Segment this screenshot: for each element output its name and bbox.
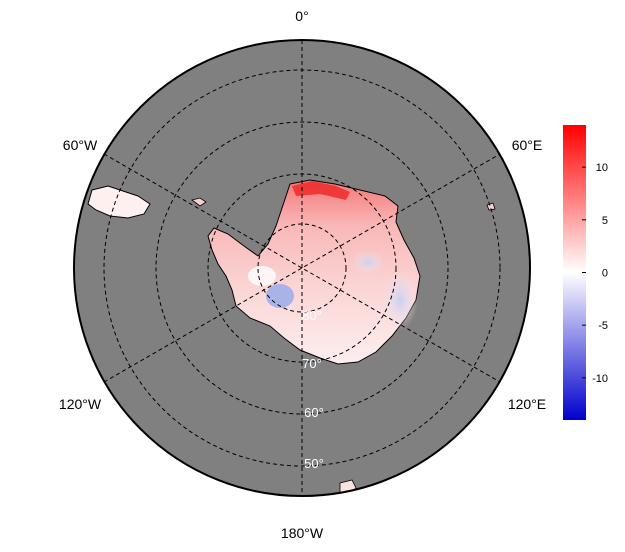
colorbar-ticks: 10 5 0 -5 -10: [582, 162, 608, 385]
colorbar: 10 5 0 -5 -10: [563, 125, 608, 420]
lon-label-120w: 120°W: [59, 396, 102, 412]
cool-anomaly-ross: [266, 284, 294, 308]
lon-label-60w: 60°W: [63, 137, 98, 153]
island-south-georgia: [191, 197, 207, 207]
lon-label-120e: 120°E: [508, 396, 546, 412]
colorbar-tick-label: 10: [596, 162, 608, 174]
warm-coastal-band: [292, 181, 350, 200]
island-kerguelen: [486, 202, 496, 211]
lat-label-80: 80°: [302, 308, 322, 323]
lon-label-60e: 60°E: [512, 137, 543, 153]
lon-label-0: 0°: [295, 8, 308, 24]
colorbar-tick-label: 0: [602, 268, 608, 280]
meridian-graticule: [103, 40, 501, 496]
colorbar-tick-label: 5: [602, 215, 608, 227]
white-anomaly-ross-shelf: [248, 266, 276, 286]
south-america-tip: [87, 185, 151, 219]
cool-anomaly-east: [382, 270, 418, 330]
cool-anomaly-central: [352, 250, 384, 274]
island-new-zealand: [339, 479, 357, 496]
colorbar-tick-label: -5: [598, 320, 608, 332]
colorbar-gradient: [563, 125, 586, 420]
lon-label-180: 180°W: [281, 525, 324, 541]
lat-label-50: 50°: [304, 456, 324, 471]
lat-label-70: 70°: [302, 356, 322, 371]
map-frame: [73, 39, 531, 497]
lat-label-60: 60°: [304, 405, 324, 420]
antarctica: [207, 179, 421, 365]
colorbar-tick-label: -10: [592, 373, 608, 385]
